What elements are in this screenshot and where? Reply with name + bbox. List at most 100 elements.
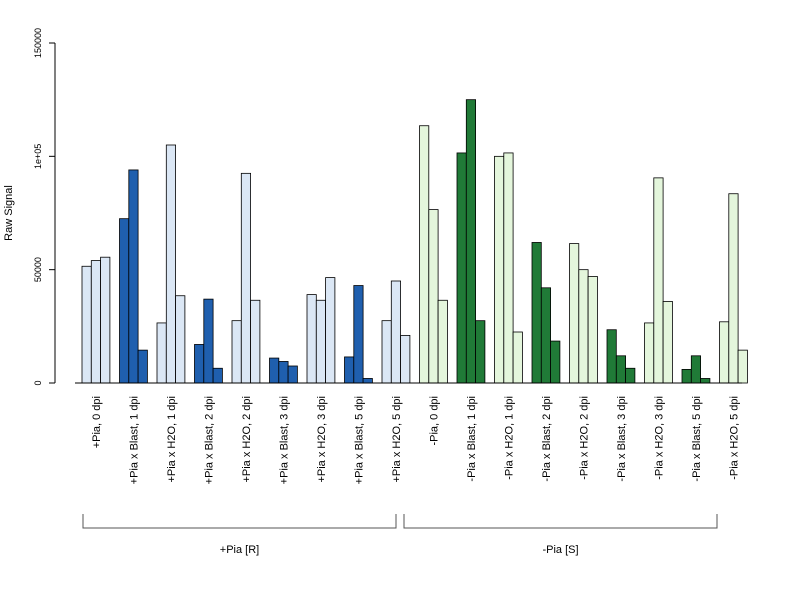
- group-bracket: +Pia [R]: [82, 514, 397, 556]
- bar: [428, 209, 439, 384]
- bar-group: [156, 144, 186, 384]
- bar: [606, 329, 617, 384]
- bar-group: [569, 243, 598, 384]
- bar-group: [269, 357, 298, 384]
- bar: [700, 378, 711, 384]
- bar: [203, 298, 214, 384]
- bar: [250, 299, 261, 384]
- bar-group: [194, 298, 223, 384]
- group-label: -Pia [S]: [542, 544, 578, 556]
- bar-group: [344, 285, 373, 384]
- bar: [344, 356, 355, 384]
- y-tick-label: 50000: [33, 257, 43, 282]
- bar-group: [81, 256, 111, 384]
- bar: [503, 152, 514, 384]
- bar-group: [456, 99, 486, 384]
- category-label: -Pia x Blast, 1 dpi: [466, 396, 478, 482]
- bar: [269, 357, 280, 384]
- bar: [456, 152, 467, 384]
- bar: [512, 331, 523, 384]
- category-label: -Pia x Blast, 5 dpi: [691, 396, 703, 482]
- bar: [240, 172, 252, 384]
- bar: [400, 334, 411, 384]
- bar: [475, 320, 486, 384]
- bars: [81, 99, 748, 384]
- bar: [81, 265, 92, 384]
- bracket-line: [82, 514, 397, 529]
- category-label: -Pia, 0 dpi: [428, 396, 440, 446]
- bar: [165, 144, 177, 384]
- y-tick-label: 0: [33, 380, 43, 385]
- bar-group: [606, 329, 636, 384]
- bar: [353, 285, 364, 384]
- bar-group: [681, 355, 711, 384]
- bar: [653, 177, 664, 384]
- bar-group: [381, 280, 411, 384]
- category-label: +Pia x Blast, 3 dpi: [278, 396, 290, 484]
- category-label: -Pia x H2O, 3 dpi: [653, 396, 665, 480]
- category-label: +Pia x Blast, 5 dpi: [353, 396, 365, 484]
- bar: [437, 299, 448, 384]
- bar: [625, 367, 636, 384]
- bar: [587, 276, 598, 384]
- bar: [306, 294, 317, 384]
- bar: [315, 299, 326, 384]
- y-axis: 0 50000 1e+05 150000: [33, 28, 56, 386]
- category-label: -Pia x Blast, 2 dpi: [541, 396, 553, 482]
- bar: [531, 242, 542, 384]
- bar-group: [231, 172, 261, 384]
- bar: [419, 125, 430, 384]
- bar: [550, 340, 561, 384]
- category-label: -Pia x H2O, 5 dpi: [728, 396, 740, 480]
- bar-group: [494, 152, 523, 384]
- bar: [90, 260, 102, 384]
- bar: [325, 277, 336, 384]
- group-bracket: -Pia [S]: [403, 514, 718, 556]
- y-tick-label: 1e+05: [33, 144, 43, 169]
- bar-group: [119, 169, 148, 384]
- bar-group: [644, 177, 673, 384]
- bar: [100, 256, 111, 384]
- bar: [119, 218, 130, 384]
- bar: [540, 287, 551, 384]
- bar-group: [719, 193, 748, 384]
- category-label: +Pia x H2O, 1 dpi: [166, 396, 178, 483]
- bar: [578, 269, 589, 384]
- bar-group: [419, 125, 448, 384]
- category-label: -Pia x H2O, 1 dpi: [503, 396, 515, 480]
- bar: [644, 322, 655, 384]
- category-label: -Pia x H2O, 2 dpi: [578, 396, 590, 480]
- bar-group: [531, 242, 561, 384]
- bar: [137, 349, 148, 384]
- category-label: +Pia x Blast, 2 dpi: [203, 396, 215, 484]
- category-labels: +Pia, 0 dpi +Pia x Blast, 1 dpi +Pia x H2O…: [91, 396, 741, 484]
- bar: [287, 365, 298, 384]
- bar: [128, 169, 139, 384]
- group-label: +Pia [R]: [220, 544, 259, 556]
- category-label: +Pia x H2O, 3 dpi: [316, 396, 328, 483]
- bar: [737, 349, 748, 384]
- bar: [175, 295, 186, 384]
- bar: [390, 280, 401, 384]
- bar: [569, 243, 580, 384]
- bar: [465, 99, 476, 384]
- category-label: +Pia x H2O, 5 dpi: [391, 396, 403, 483]
- bracket-line: [403, 514, 718, 529]
- y-axis-label: Raw Signal: [3, 185, 15, 241]
- bar: [278, 361, 289, 384]
- bar: [156, 322, 167, 384]
- bar: [494, 155, 505, 384]
- category-label: +Pia x H2O, 2 dpi: [241, 396, 253, 483]
- bar: [719, 321, 730, 384]
- category-label: +Pia x Blast, 1 dpi: [128, 396, 140, 484]
- category-label: -Pia x Blast, 3 dpi: [616, 396, 628, 482]
- bar-group: [306, 277, 336, 384]
- bar: [662, 300, 673, 384]
- bar: [362, 378, 373, 384]
- bar: [231, 320, 242, 384]
- group-brackets: +Pia [R] -Pia [S]: [82, 514, 718, 556]
- bar: [194, 344, 205, 384]
- bar: [681, 368, 692, 384]
- bar: [381, 320, 392, 384]
